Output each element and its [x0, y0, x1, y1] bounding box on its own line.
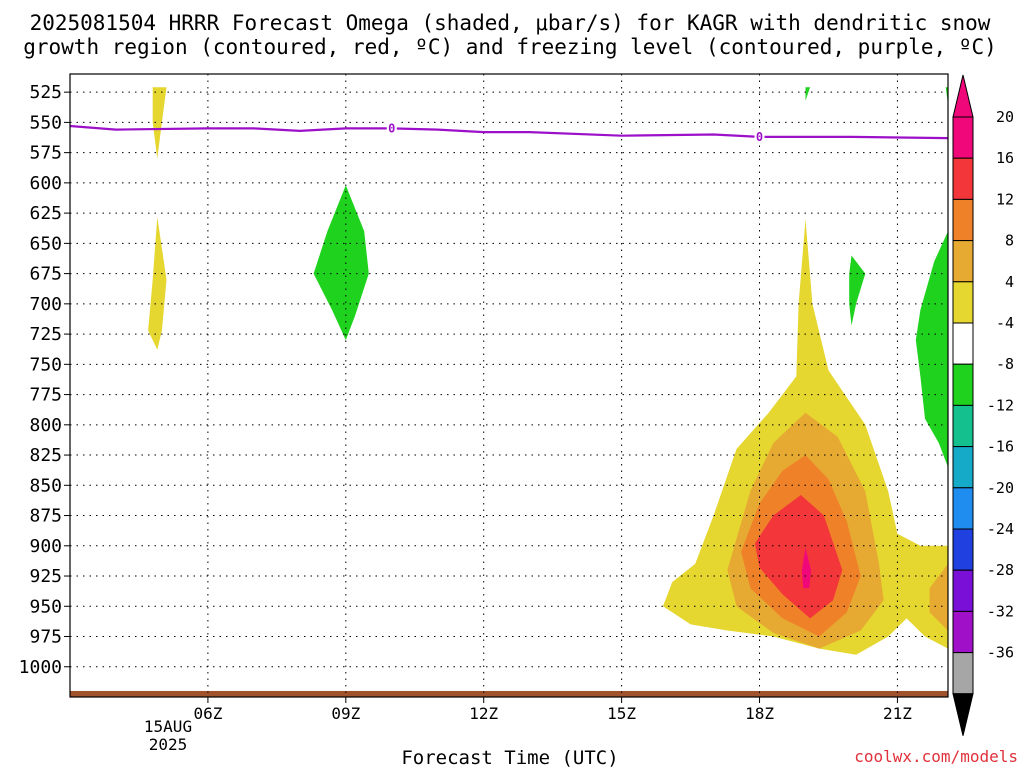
colorbar-label-13: -36: [987, 644, 1014, 662]
colorbar-label-3: 8: [1005, 232, 1014, 250]
xtick-label-18Z: 18Z: [745, 704, 774, 723]
omega-region-7: [801, 548, 811, 589]
x-axis-ticks: 06Z 09Z 12Z 15Z 18Z 21Z: [193, 697, 912, 723]
colorbar-label-11: -28: [987, 561, 1014, 579]
ytick-label-750: 750: [29, 354, 62, 375]
plot-frame: [69, 73, 949, 698]
colorbar: 20 16 12 8 4 -4 -8 -12 -16 -20 -24 -28 -32 -36: [952, 74, 1014, 736]
chart-title-line2: growth region (contoured, red, ºC) and f…: [23, 35, 997, 59]
colorbar-label-4: 4: [1005, 273, 1014, 291]
omega-shading: [148, 87, 948, 655]
colorbar-label-1: 16: [996, 149, 1014, 167]
ytick-label-850: 850: [29, 475, 62, 496]
xtick-label-12Z: 12Z: [469, 704, 498, 723]
colorbar-swatch-8: [952, 446, 974, 489]
ytick-label-800: 800: [29, 415, 62, 436]
ytick-label-950: 950: [29, 596, 62, 617]
colorbar-label-6: -8: [996, 355, 1014, 373]
freezing-level-contour: 00: [69, 121, 949, 144]
ytick-label-825: 825: [29, 445, 62, 466]
ytick-label-700: 700: [29, 294, 62, 315]
xtick-label-06Z: 06Z: [193, 704, 222, 723]
colorbar-swatch-1: [952, 157, 974, 200]
colorbar-swatch-2: [952, 198, 974, 242]
omega-region-11: [849, 255, 866, 326]
colorbar-label-2: 12: [996, 190, 1014, 208]
colorbar-bottom-arrow: [952, 693, 974, 736]
ytick-label-775: 775: [29, 385, 62, 406]
colorbar-swatch-6: [952, 363, 974, 406]
colorbar-label-5: -4: [996, 314, 1014, 332]
y-axis-ticks: 525 550 575 600 625 650 675 700 725 750 775 800 825 8…: [19, 82, 70, 678]
freezing-level-label-bg-0: [386, 121, 397, 136]
ytick-label-550: 550: [29, 112, 62, 133]
ytick-label-875: 875: [29, 506, 62, 527]
colorbar-label-7: -12: [987, 396, 1014, 414]
colorbar-swatch-13: [952, 652, 974, 695]
colorbar-swatch-12: [952, 610, 974, 654]
xtick-label-21Z: 21Z: [883, 704, 912, 723]
ytick-label-975: 975: [29, 627, 62, 648]
freezing-level-label-1: 0: [756, 130, 763, 144]
freezing-level-label-bg-1: [754, 129, 765, 144]
omega-region-8: [805, 87, 811, 101]
ytick-label-625: 625: [29, 203, 62, 224]
ground-band: [70, 690, 948, 697]
omega-region-12: [915, 231, 948, 468]
ytick-label-600: 600: [29, 173, 62, 194]
colorbar-label-0: 20: [996, 108, 1014, 126]
colorbar-top-arrow: [952, 74, 974, 118]
freezing-level-line: [69, 124, 949, 140]
ytick-label-1000: 1000: [19, 657, 62, 678]
freezing-level-label-0: 0: [388, 121, 395, 135]
surface-ground: [70, 690, 948, 697]
colorbar-label-8: -16: [987, 438, 1014, 456]
colorbar-swatch-5: [952, 322, 974, 365]
omega-region-10: [313, 185, 369, 341]
omega-region-4: [929, 563, 948, 631]
colorbar-swatch-4: [952, 281, 974, 324]
colorbar-swatch-10: [952, 528, 974, 571]
colorbar-swatch-11: [952, 569, 974, 612]
ytick-label-925: 925: [29, 566, 62, 587]
date-label-line2: 2025: [149, 735, 188, 754]
xtick-label-09Z: 09Z: [331, 704, 360, 723]
xtick-label-15Z: 15Z: [607, 704, 636, 723]
ytick-label-525: 525: [29, 82, 62, 103]
x-axis-label: Forecast Time (UTC): [401, 747, 618, 768]
colorbar-swatch-3: [952, 240, 974, 283]
credit-text: coolwx.com/models: [854, 747, 1018, 766]
omega-region-0: [152, 87, 167, 159]
colorbar-swatch-7: [952, 404, 974, 448]
date-label-line1: 15AUG: [144, 717, 192, 736]
ytick-label-650: 650: [29, 233, 62, 254]
ytick-label-575: 575: [29, 143, 62, 164]
ytick-label-900: 900: [29, 536, 62, 557]
chart-title-line1: 2025081504 HRRR Forecast Omega (shaded, …: [30, 11, 991, 35]
colorbar-swatch-0: [952, 116, 974, 159]
colorbar-label-10: -24: [987, 520, 1014, 538]
ytick-label-675: 675: [29, 264, 62, 285]
omega-region-1: [148, 216, 167, 350]
colorbar-label-9: -20: [987, 479, 1014, 497]
ytick-label-725: 725: [29, 324, 62, 345]
colorbar-label-12: -32: [987, 602, 1014, 620]
omega-region-6: [754, 495, 843, 619]
colorbar-swatch-9: [952, 487, 974, 530]
